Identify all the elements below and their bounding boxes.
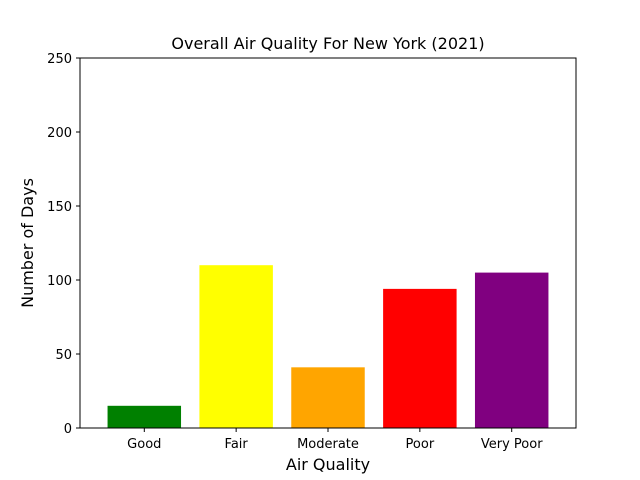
x-tick-label: Moderate: [297, 437, 359, 452]
x-tick-label: Fair: [225, 437, 249, 452]
bar-fair: [199, 265, 273, 428]
y-tick-label: 250: [47, 52, 72, 67]
bar-poor: [383, 288, 457, 428]
bar-moderate: [291, 367, 365, 428]
y-tick-label: 50: [55, 348, 72, 363]
plot-area-frame: [79, 57, 577, 429]
y-axis-label: Number of Days: [18, 178, 37, 308]
bar-very-poor: [474, 272, 549, 428]
x-tick-label: Good: [127, 437, 161, 452]
x-axis-ticks: Good Fair Moderate Poor Very Poor: [127, 428, 543, 452]
bars-group: [107, 265, 549, 428]
y-tick-label: 150: [47, 200, 72, 215]
bar-good: [107, 405, 182, 428]
y-tick-label: 100: [47, 274, 72, 289]
chart-title: Overall Air Quality For New York (2021): [171, 34, 484, 53]
x-axis-label: Air Quality: [286, 455, 370, 474]
y-tick-label: 200: [47, 126, 72, 141]
x-tick-label: Poor: [406, 437, 435, 452]
y-axis-ticks: 0 50 100 150 200 250: [47, 52, 80, 437]
y-tick-label: 0: [64, 422, 72, 437]
x-tick-label: Very Poor: [481, 437, 543, 452]
